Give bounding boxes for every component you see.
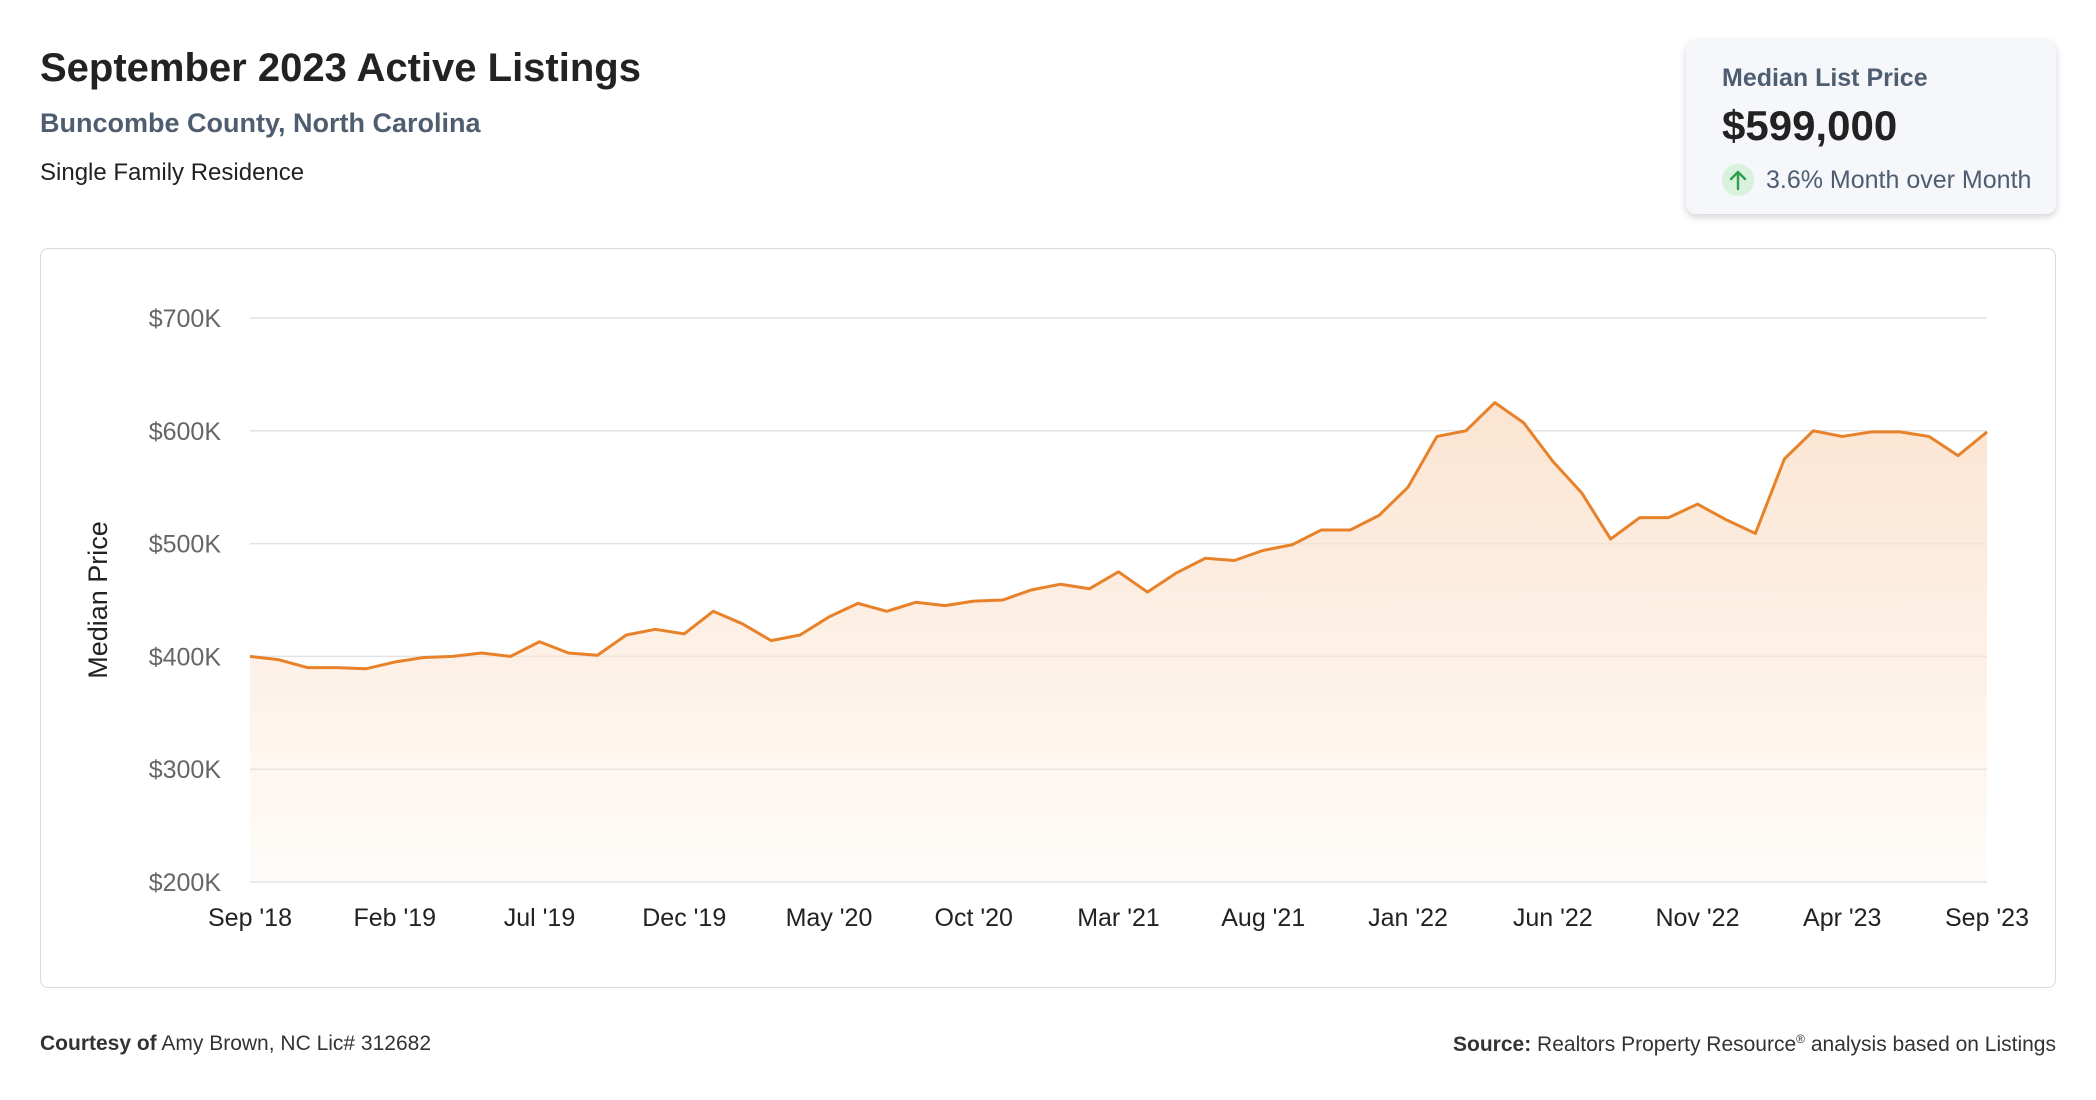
y-axis-ticks: $200K $300K $400K $500K $600K $700K <box>149 305 222 897</box>
stat-change-row: 3.6% Month over Month <box>1722 162 2031 198</box>
y-axis-label: Median Price <box>83 521 113 679</box>
x-tick-label: Mar '21 <box>1077 904 1160 932</box>
x-tick-label: Apr '23 <box>1803 904 1881 932</box>
x-tick-label: Dec '19 <box>642 904 726 932</box>
page-title: September 2023 Active Listings <box>40 46 641 90</box>
price-area-fill <box>250 402 1987 882</box>
x-tick-label: Jun '22 <box>1513 904 1593 932</box>
x-tick-label: Nov '22 <box>1656 904 1740 932</box>
source-label: Source: <box>1453 1033 1532 1056</box>
stat-value: $599,000 <box>1722 102 1898 149</box>
x-tick-label: Oct '20 <box>935 904 1013 932</box>
x-tick-label: Aug '21 <box>1221 904 1305 932</box>
courtesy-text: Amy Brown, NC Lic# 312682 <box>161 1032 432 1055</box>
x-tick-label: Jan '22 <box>1368 904 1448 932</box>
x-tick-label: Feb '19 <box>353 904 436 932</box>
y-tick-label: $700K <box>149 305 222 333</box>
source-text-suffix: analysis based on Listings <box>1805 1033 2056 1056</box>
source-text: Realtors Property Resource <box>1537 1033 1797 1056</box>
location-subtitle: Buncombe County, North Carolina <box>40 108 481 138</box>
y-tick-label: $400K <box>149 643 222 671</box>
stat-label: Median List Price <box>1722 64 1928 92</box>
x-tick-label: Sep '23 <box>1945 904 2029 932</box>
registered-mark: ® <box>1796 1032 1805 1046</box>
x-tick-label: May '20 <box>786 904 873 932</box>
y-tick-label: $300K <box>149 756 222 784</box>
property-type-label: Single Family Residence <box>40 159 305 186</box>
x-tick-label: Sep '18 <box>208 904 292 932</box>
x-tick-label: Jul '19 <box>504 904 575 932</box>
y-tick-label: $600K <box>149 418 222 446</box>
stat-change-text: 3.6% Month over Month <box>1766 165 2032 194</box>
x-axis-ticks: Sep '18 Feb '19 Jul '19 Dec '19 May '20 Oct '… <box>208 904 2029 932</box>
median-list-price-card: Median List Price $599,000 3.6% Month ov… <box>1686 40 2056 214</box>
y-tick-label: $500K <box>149 531 222 559</box>
courtesy-label: Courtesy of <box>40 1032 157 1055</box>
y-tick-label: $200K <box>149 869 222 897</box>
courtesy-footer: Courtesy of Amy Brown, NC Lic# 312682 <box>40 1032 431 1056</box>
arrow-up-icon <box>1722 164 1754 196</box>
source-footer: Source: Realtors Property Resource® anal… <box>1453 1032 2056 1057</box>
price-line <box>249 401 1988 671</box>
